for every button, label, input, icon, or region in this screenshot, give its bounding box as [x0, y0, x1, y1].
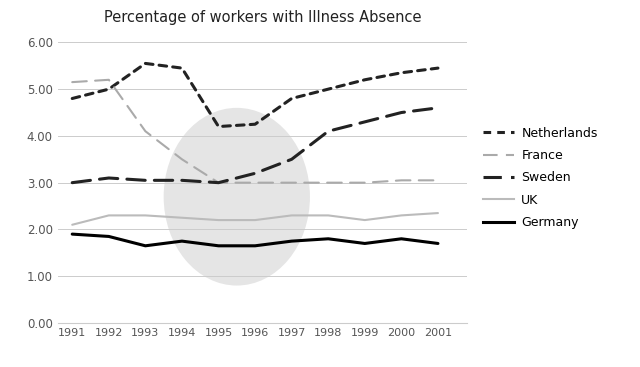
Netherlands [105, 87, 113, 91]
Netherlands [324, 87, 332, 91]
France [288, 181, 296, 185]
Sweden [141, 178, 149, 182]
Germany [178, 239, 186, 243]
Sweden [434, 106, 442, 110]
Germany [397, 237, 405, 241]
France [178, 157, 186, 161]
Germany [68, 232, 76, 236]
Line: France: France [72, 80, 438, 183]
Netherlands [397, 70, 405, 75]
Line: Netherlands: Netherlands [72, 63, 438, 127]
Sweden [324, 129, 332, 134]
UK [434, 211, 442, 215]
UK [178, 215, 186, 220]
Netherlands [68, 96, 76, 101]
Germany [105, 234, 113, 239]
Sweden [178, 178, 186, 182]
Line: UK: UK [72, 213, 438, 225]
Sweden [252, 171, 259, 175]
Sweden [397, 110, 405, 115]
Netherlands [178, 66, 186, 70]
France [252, 181, 259, 185]
Sweden [288, 157, 296, 161]
UK [141, 213, 149, 218]
Netherlands [361, 77, 369, 82]
Germany [434, 241, 442, 246]
Germany [288, 239, 296, 243]
Netherlands [214, 124, 222, 129]
France [361, 181, 369, 185]
Germany [324, 237, 332, 241]
France [214, 181, 222, 185]
Netherlands [434, 66, 442, 70]
Title: Percentage of workers with Illness Absence: Percentage of workers with Illness Absen… [104, 10, 421, 25]
Netherlands [252, 122, 259, 126]
UK [68, 222, 76, 227]
Germany [141, 244, 149, 248]
UK [252, 218, 259, 222]
UK [105, 213, 113, 218]
France [434, 178, 442, 182]
Legend: Netherlands, France, Sweden, UK, Germany: Netherlands, France, Sweden, UK, Germany [477, 122, 603, 234]
France [68, 80, 76, 84]
Germany [214, 244, 222, 248]
Netherlands [141, 61, 149, 66]
Netherlands [288, 96, 296, 101]
Sweden [68, 181, 76, 185]
UK [361, 218, 369, 222]
France [324, 181, 332, 185]
Line: Germany: Germany [72, 234, 438, 246]
France [141, 129, 149, 134]
Germany [252, 244, 259, 248]
Ellipse shape [164, 108, 310, 286]
Germany [361, 241, 369, 246]
Sweden [214, 181, 222, 185]
UK [324, 213, 332, 218]
UK [214, 218, 222, 222]
UK [288, 213, 296, 218]
UK [397, 213, 405, 218]
Sweden [105, 176, 113, 180]
France [397, 178, 405, 182]
France [105, 77, 113, 82]
Line: Sweden: Sweden [72, 108, 438, 183]
Sweden [361, 120, 369, 124]
